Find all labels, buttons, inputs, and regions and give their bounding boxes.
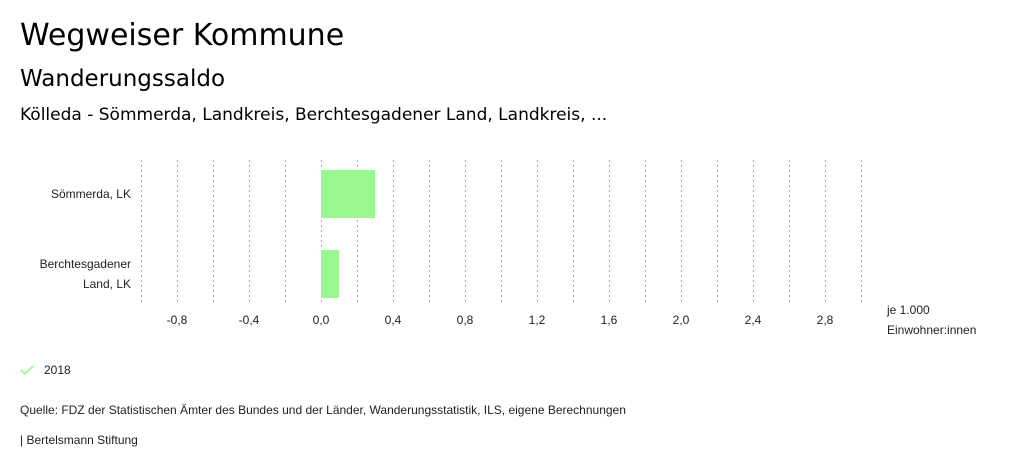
legend-item-2018[interactable]: 2018: [20, 363, 71, 377]
unit-label: je 1.000 Einwohner:innen: [887, 300, 976, 340]
x-tick-label: 0,4: [385, 313, 402, 327]
unit-line: Einwohner:innen: [887, 323, 977, 337]
indicator-title: Wanderungssaldo: [20, 66, 226, 92]
x-tick-label: 2,8: [817, 313, 834, 327]
x-tick-label: 2,0: [673, 313, 690, 327]
source-note: Quelle: FDZ der Statistischen Ämter des …: [20, 403, 626, 417]
x-tick-label: 1,6: [601, 313, 618, 327]
x-tick-label: -0,8: [167, 313, 188, 327]
x-tick-label: 2,4: [745, 313, 762, 327]
x-tick-label: 0,8: [457, 313, 474, 327]
legend-label: 2018: [44, 363, 71, 377]
bar-0: [321, 170, 375, 218]
app-title: Wegweiser Kommune: [20, 18, 345, 53]
x-tick-label: 0,0: [313, 313, 330, 327]
bar-chart: -0,8 -0,4 0,0 0,4 0,8 1,2 1,6 2,0 2,4 2,8 Sömmerda…: [40, 160, 862, 327]
brand-credit: | Bertelsmann Stiftung: [20, 433, 138, 447]
check-icon: [20, 365, 34, 376]
regions-subtitle: Kölleda - Sömmerda, Landkreis, Berchtesg…: [20, 105, 608, 125]
y-category-label: Berchtesgadener: [40, 257, 131, 271]
unit-line: je 1.000: [887, 303, 930, 317]
y-category-label: Sömmerda, LK: [51, 187, 131, 201]
x-tick-label: 1,2: [529, 313, 546, 327]
x-tick-label: -0,4: [239, 313, 260, 327]
y-category-label: Land, LK: [83, 277, 131, 291]
bar-1: [321, 250, 339, 298]
